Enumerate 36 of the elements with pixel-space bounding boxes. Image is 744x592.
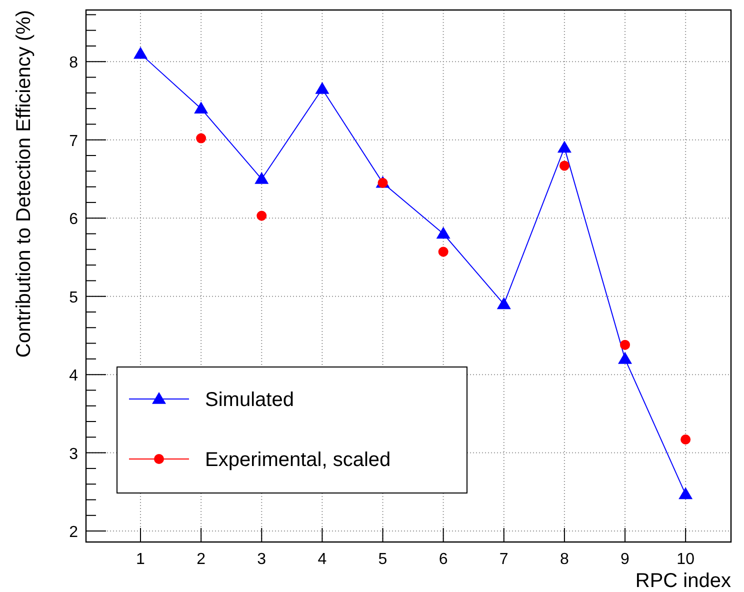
- x-tick-label: 10: [676, 551, 695, 568]
- x-tick-label: 4: [318, 551, 327, 568]
- y-tick-label: 8: [69, 54, 78, 72]
- point: [438, 246, 448, 257]
- point: [134, 46, 148, 59]
- legend-label: Simulated: [205, 389, 294, 411]
- y-tick-label: 3: [69, 446, 78, 463]
- x-tick-label: 7: [499, 551, 508, 568]
- y-tick-label: 5: [69, 289, 78, 306]
- point: [196, 133, 206, 144]
- point: [557, 140, 572, 153]
- point: [620, 340, 630, 350]
- y-tick-label: 7: [69, 132, 78, 150]
- x-axis-title: RPC index: [635, 570, 731, 592]
- point: [254, 172, 269, 184]
- x-tick-label: 2: [196, 551, 206, 568]
- x-tick-label: 9: [620, 551, 630, 568]
- y-tick-label: 2: [69, 524, 78, 542]
- point: [496, 297, 511, 310]
- point: [680, 434, 691, 445]
- x-tick-label: 8: [560, 551, 569, 568]
- point: [315, 82, 330, 94]
- y-tick-label: 4: [69, 368, 78, 385]
- y-tick-label: 6: [69, 211, 78, 228]
- legend-label: Experimental, scaled: [205, 449, 391, 471]
- x-tick-label: 1: [136, 551, 146, 568]
- point: [559, 160, 570, 171]
- x-tick-label: 3: [257, 551, 266, 568]
- point: [256, 210, 267, 221]
- x-tick-label: 5: [378, 551, 388, 568]
- point: [678, 487, 693, 500]
- point: [618, 352, 632, 364]
- point: [436, 226, 450, 239]
- y-axis-title: Contribution to Detection Efficiency (%): [13, 10, 35, 358]
- x-tick-label: 6: [438, 551, 448, 568]
- point: [194, 102, 208, 114]
